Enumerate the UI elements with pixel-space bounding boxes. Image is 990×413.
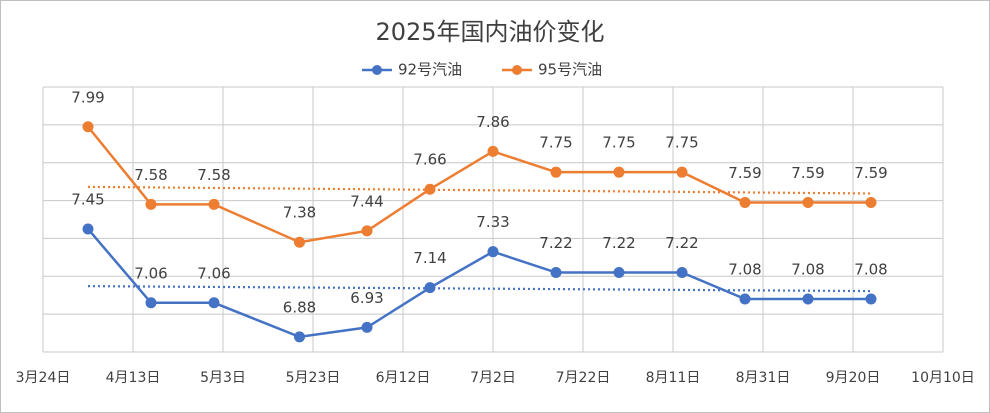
data-point: [361, 321, 373, 333]
x-tick-label: 7月22日: [556, 370, 611, 386]
x-tick-label: 3月24日: [16, 370, 71, 386]
data-label: 7.75: [539, 134, 572, 152]
x-tick-label: 6月12日: [376, 370, 431, 386]
data-point: [82, 223, 94, 235]
data-label: 7.06: [197, 264, 230, 282]
data-point: [208, 297, 220, 309]
data-point: [294, 236, 305, 248]
x-tick-label: 7月2日: [470, 370, 516, 386]
data-point: [802, 196, 814, 208]
data-label: 6.93: [350, 289, 383, 307]
data-label: 7.58: [197, 166, 230, 184]
data-label: 7.99: [71, 88, 104, 106]
data-label: 7.08: [791, 261, 824, 279]
data-label: 7.22: [539, 234, 572, 252]
data-label: 7.75: [602, 134, 635, 152]
x-tick-label: 8月31日: [736, 370, 791, 386]
data-label: 7.38: [283, 204, 316, 222]
data-label: 7.08: [728, 261, 761, 279]
data-point: [676, 166, 688, 178]
legend-label: 95号汽油: [538, 61, 602, 79]
data-point: [145, 297, 157, 309]
data-point: [294, 331, 305, 343]
data-point: [739, 293, 751, 305]
data-label: 7.44: [350, 192, 383, 210]
data-label: 7.08: [854, 261, 887, 279]
data-label: 7.33: [476, 213, 509, 231]
data-label: 7.59: [791, 164, 824, 182]
data-label: 7.66: [413, 151, 446, 169]
data-label: 7.75: [665, 134, 698, 152]
legend-marker: [372, 65, 382, 75]
legend-label: 92号汽油: [398, 61, 462, 79]
data-point: [676, 267, 688, 278]
data-point: [802, 293, 814, 305]
data-label: 7.06: [134, 264, 167, 282]
x-tick-label: 8月11日: [646, 370, 701, 386]
x-tick-label: 10月10日: [911, 370, 975, 386]
data-label: 7.22: [665, 234, 698, 252]
data-point: [865, 293, 877, 305]
data-point: [550, 267, 562, 278]
x-tick-label: 5月3日: [200, 370, 246, 386]
x-tick-label: 9月20日: [826, 370, 881, 386]
data-point: [487, 246, 499, 258]
trend-line: [87, 185, 872, 195]
data-point: [208, 198, 220, 210]
data-point: [865, 196, 877, 208]
data-label: 7.14: [413, 249, 446, 267]
data-label: 7.59: [728, 164, 761, 182]
chart-title: 2025年国内油价变化: [375, 18, 604, 46]
data-point: [361, 225, 373, 237]
data-point: [613, 166, 625, 178]
data-point: [82, 121, 94, 133]
data-label: 7.59: [854, 164, 887, 182]
legend-marker: [512, 65, 522, 75]
data-point: [487, 145, 499, 157]
data-label: 7.22: [602, 234, 635, 252]
data-label: 7.45: [71, 190, 104, 208]
data-label: 7.86: [476, 113, 509, 131]
data-point: [613, 267, 625, 278]
data-point: [424, 183, 436, 195]
data-label: 6.88: [283, 298, 316, 316]
data-point: [739, 196, 751, 208]
data-point: [424, 282, 436, 294]
x-tick-label: 5月23日: [286, 370, 341, 386]
data-label: 7.58: [134, 166, 167, 184]
data-point: [550, 166, 562, 178]
data-point: [145, 198, 157, 210]
x-tick-label: 4月13日: [106, 370, 161, 386]
trend-line: [87, 285, 872, 293]
